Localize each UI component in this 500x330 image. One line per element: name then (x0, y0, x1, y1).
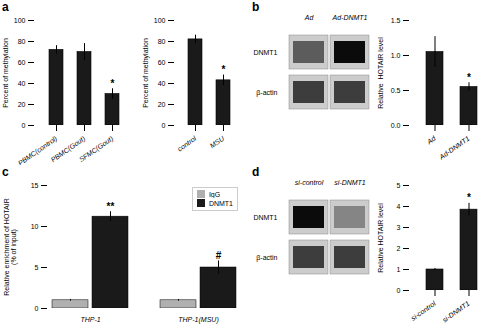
svg-text:20: 20 (158, 101, 166, 108)
svg-text:Relative HOTAIR level: Relative HOTAIR level (377, 37, 384, 109)
svg-text:5: 5 (397, 182, 401, 189)
svg-text:0: 0 (397, 287, 401, 294)
svg-text:80: 80 (18, 38, 26, 45)
svg-text:*: * (467, 72, 471, 83)
svg-text:0.5: 0.5 (391, 87, 401, 94)
html-text:c: c (2, 165, 9, 179)
svg-text:100: 100 (14, 17, 26, 24)
svg-text:MSU: MSU (209, 134, 227, 149)
html-text:a: a (2, 0, 9, 14)
svg-text:0: 0 (22, 122, 26, 129)
svg-text:40: 40 (18, 80, 26, 87)
svg-text:5: 5 (35, 264, 39, 271)
svg-text:*: * (222, 64, 226, 75)
svg-text:1.5: 1.5 (391, 17, 401, 24)
svg-text:β-actin: β-actin (256, 89, 277, 97)
svg-text:DNMT1: DNMT1 (253, 49, 277, 56)
svg-text:3: 3 (397, 224, 401, 231)
svg-text:20: 20 (18, 101, 26, 108)
svg-text:60: 60 (18, 59, 26, 66)
html-text:DNMT1: DNMT1 (208, 199, 233, 207)
svg-text:Percent of methylation: Percent of methylation (2, 38, 10, 108)
svg-text:60: 60 (158, 59, 166, 66)
html-text:d: d (252, 165, 260, 179)
svg-text:40: 40 (158, 80, 166, 87)
svg-text:si-control: si-control (410, 299, 438, 321)
svg-text:4: 4 (397, 203, 401, 210)
svg-text:1.0: 1.0 (391, 52, 401, 59)
html-text:IgG: IgG (208, 190, 221, 198)
svg-text:Ad-DNMT1: Ad-DNMT1 (437, 135, 471, 161)
svg-text:**: ** (107, 201, 115, 212)
svg-text:0: 0 (35, 305, 39, 312)
svg-text:*: * (467, 192, 471, 203)
svg-text:10: 10 (31, 223, 39, 230)
svg-text:1: 1 (397, 266, 401, 273)
svg-text:Relative HOTAIR level: Relative HOTAIR level (377, 203, 384, 273)
svg-text:0: 0 (162, 122, 166, 129)
svg-text:Ad-DNMT1: Ad-DNMT1 (331, 14, 367, 21)
svg-text:THP-1: THP-1 (80, 316, 100, 323)
svg-text:Percent of methylation: Percent of methylation (142, 38, 150, 108)
html-text:b: b (252, 0, 260, 14)
svg-text:2: 2 (397, 245, 401, 252)
svg-text:DNMT1: DNMT1 (253, 214, 277, 221)
svg-text:80: 80 (158, 38, 166, 45)
svg-text:Relative enrichment of HOTAIR(: Relative enrichment of HOTAIR(% of input… (3, 198, 18, 296)
svg-text:15: 15 (31, 182, 39, 189)
svg-text:0.0: 0.0 (391, 122, 401, 129)
svg-text:*: * (111, 78, 115, 89)
svg-text:SFMC(Gout): SFMC(Gout) (78, 135, 115, 164)
svg-text:Ad: Ad (425, 134, 438, 146)
svg-text:si-DNMT1: si-DNMT1 (441, 300, 471, 324)
svg-text:β-actin: β-actin (256, 254, 277, 262)
svg-text:100: 100 (154, 17, 166, 24)
svg-text:PBMC(Gout): PBMC(Gout) (49, 134, 87, 164)
svg-text:control: control (176, 134, 198, 152)
svg-text:THP-1(MSU): THP-1(MSU) (178, 316, 218, 324)
svg-text:si-control: si-control (295, 179, 324, 186)
svg-text:Ad: Ad (304, 14, 315, 21)
svg-text:#: # (216, 250, 222, 261)
svg-text:si-DNMT1: si-DNMT1 (334, 179, 366, 186)
